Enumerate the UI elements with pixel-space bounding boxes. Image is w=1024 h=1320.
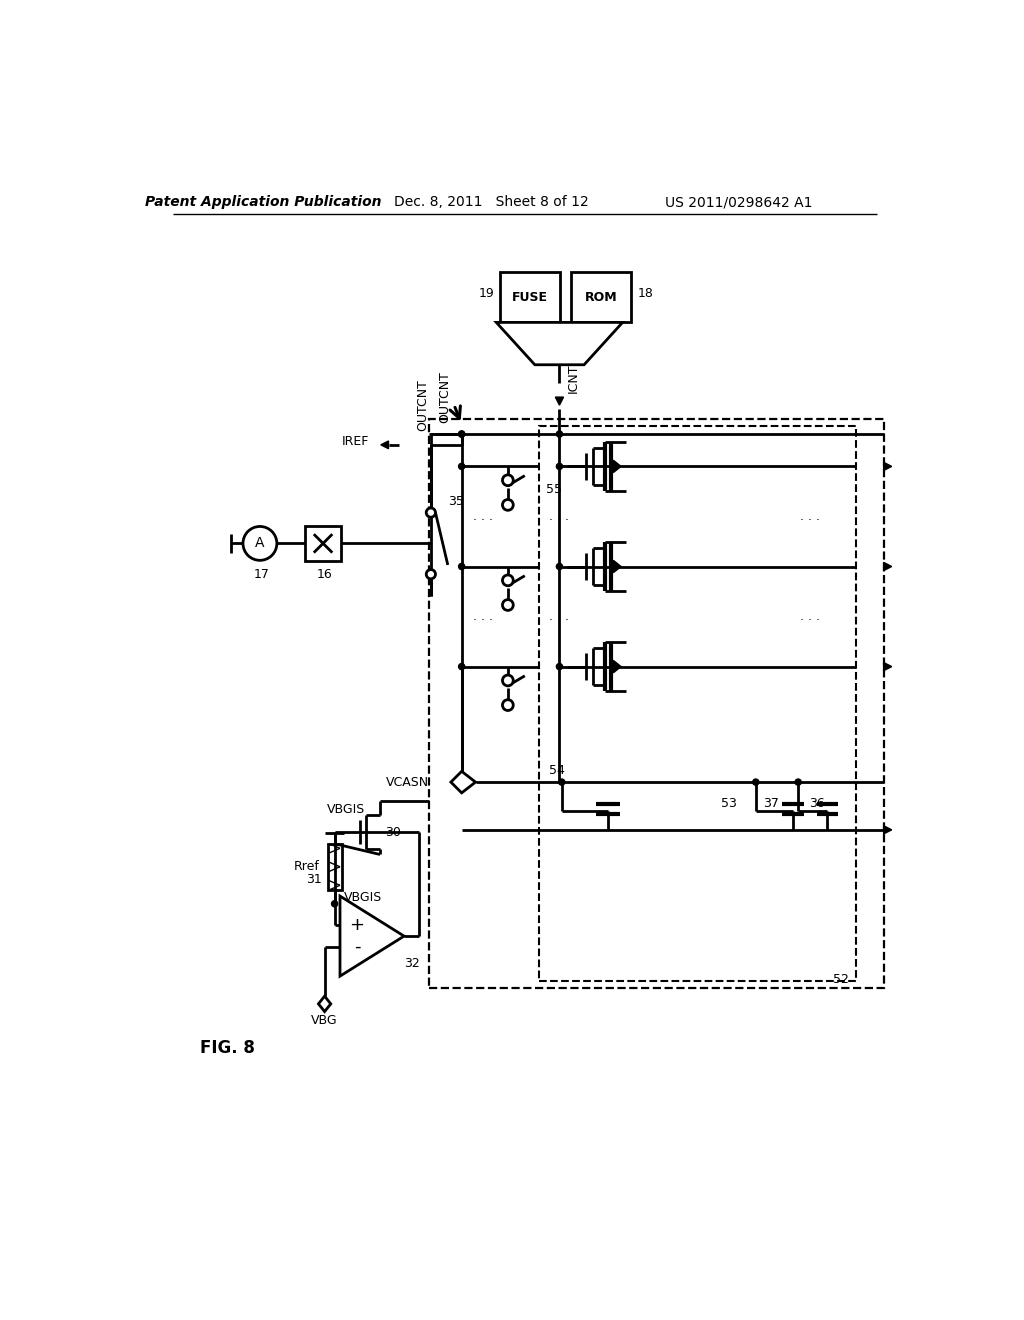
Text: OUTCNT: OUTCNT [417, 379, 430, 430]
Text: IREF: IREF [342, 436, 370, 449]
Circle shape [459, 779, 465, 785]
Circle shape [556, 432, 562, 437]
Circle shape [503, 675, 513, 686]
Bar [429, 418, 884, 989]
Text: 30: 30 [385, 825, 400, 838]
Text: 55: 55 [547, 483, 562, 496]
Polygon shape [318, 997, 331, 1011]
Text: +: + [349, 916, 365, 935]
Circle shape [503, 599, 513, 610]
Circle shape [459, 463, 465, 470]
Text: 19: 19 [478, 286, 494, 300]
Circle shape [243, 527, 276, 561]
Circle shape [459, 432, 465, 437]
Circle shape [556, 564, 562, 570]
Polygon shape [884, 826, 892, 834]
Polygon shape [497, 322, 623, 364]
Circle shape [556, 463, 562, 470]
Polygon shape [884, 663, 892, 671]
Text: 54: 54 [550, 764, 565, 777]
Circle shape [503, 576, 513, 586]
Polygon shape [613, 660, 621, 673]
Text: VBGIS: VBGIS [327, 803, 366, 816]
Text: ROM: ROM [585, 290, 617, 304]
Polygon shape [613, 461, 621, 473]
Text: -: - [353, 939, 360, 956]
Text: . . .: . . . [473, 510, 494, 523]
Bar [539, 426, 856, 981]
Circle shape [459, 664, 465, 669]
Circle shape [795, 779, 801, 785]
Text: . . .: . . . [550, 610, 569, 623]
Text: VCASN: VCASN [386, 776, 429, 788]
Text: 16: 16 [316, 568, 333, 581]
Text: . . .: . . . [550, 510, 569, 523]
Circle shape [503, 475, 513, 486]
Circle shape [459, 432, 465, 437]
Text: OUTCNT: OUTCNT [438, 371, 452, 422]
Polygon shape [613, 561, 621, 573]
Circle shape [753, 779, 759, 785]
Text: FIG. 8: FIG. 8 [200, 1039, 255, 1057]
Polygon shape [555, 397, 563, 405]
Polygon shape [884, 462, 892, 470]
Text: A: A [255, 536, 264, 550]
Text: . . .: . . . [800, 610, 819, 623]
Text: VBG: VBG [311, 1014, 338, 1027]
Polygon shape [451, 771, 475, 793]
Text: 36: 36 [810, 797, 825, 810]
Polygon shape [381, 441, 388, 449]
Text: Dec. 8, 2011   Sheet 8 of 12: Dec. 8, 2011 Sheet 8 of 12 [393, 195, 589, 210]
Text: 35: 35 [447, 495, 464, 508]
Circle shape [459, 564, 465, 570]
Circle shape [426, 570, 435, 579]
Text: 37: 37 [763, 797, 779, 810]
Text: . . .: . . . [473, 610, 494, 623]
Bar [571, 272, 631, 322]
Bar [328, 843, 342, 890]
Circle shape [503, 700, 513, 710]
Text: 31: 31 [306, 873, 323, 886]
Text: Rref: Rref [293, 861, 319, 874]
Polygon shape [340, 896, 404, 977]
Text: 17: 17 [254, 568, 269, 581]
Text: 18: 18 [637, 286, 653, 300]
Text: US 2011/0298642 A1: US 2011/0298642 A1 [666, 195, 813, 210]
Text: Patent Application Publication: Patent Application Publication [144, 195, 381, 210]
Bar [305, 525, 341, 561]
Circle shape [426, 508, 435, 517]
Circle shape [559, 779, 565, 785]
Text: . . .: . . . [800, 510, 819, 523]
Text: 32: 32 [403, 957, 420, 970]
Text: FUSE: FUSE [512, 290, 548, 304]
Text: 53: 53 [721, 797, 737, 810]
Text: 52: 52 [834, 973, 849, 986]
Circle shape [503, 499, 513, 511]
Polygon shape [884, 562, 892, 570]
Text: VBGIS: VBGIS [344, 891, 382, 904]
Circle shape [556, 664, 562, 669]
Circle shape [332, 900, 338, 907]
Bar [500, 272, 560, 322]
Text: ICNT: ICNT [567, 363, 581, 392]
